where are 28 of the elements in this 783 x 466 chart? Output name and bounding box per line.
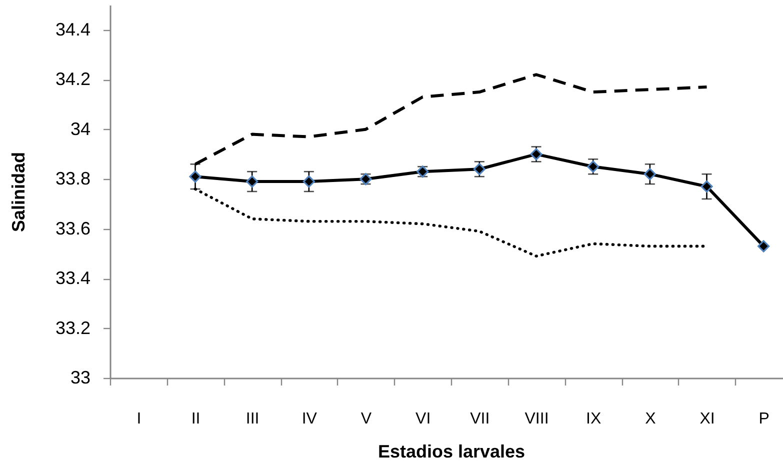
point (189, 170, 202, 183)
x-tick-label: I (136, 410, 142, 428)
y-tick-label: 34.2 (55, 69, 90, 90)
x-tick-label: V (360, 410, 372, 428)
point (758, 240, 770, 252)
x-tick-label: IV (302, 410, 318, 428)
x-tick-label: X (645, 410, 656, 428)
x-tick-label: P (758, 410, 770, 428)
y-tick-label: 33.8 (55, 168, 90, 189)
point (246, 176, 258, 188)
x-tick-label: VIII (524, 410, 549, 428)
y-tick-label: 34 (70, 118, 90, 139)
y-tick-label: 34.4 (55, 19, 90, 40)
point (700, 180, 713, 193)
x-tick-label: VI (416, 410, 431, 428)
y-tick-label: 33 (70, 368, 90, 388)
x-tick-label: IX (586, 410, 602, 428)
x-tick-label: III (246, 410, 260, 428)
point (644, 168, 656, 180)
y-axis-title: Salinidad (8, 152, 28, 232)
point (302, 176, 315, 188)
y-tick-label: 33.6 (55, 218, 90, 238)
x-tick-label: II (191, 410, 200, 428)
y-tick-label: 33.4 (55, 268, 90, 288)
x-tick-label: VII (470, 410, 490, 428)
y-tick-label: 33.2 (55, 318, 90, 338)
x-axis-title: Estadios larvales (378, 442, 526, 462)
x-tick-label: XI (700, 410, 715, 428)
